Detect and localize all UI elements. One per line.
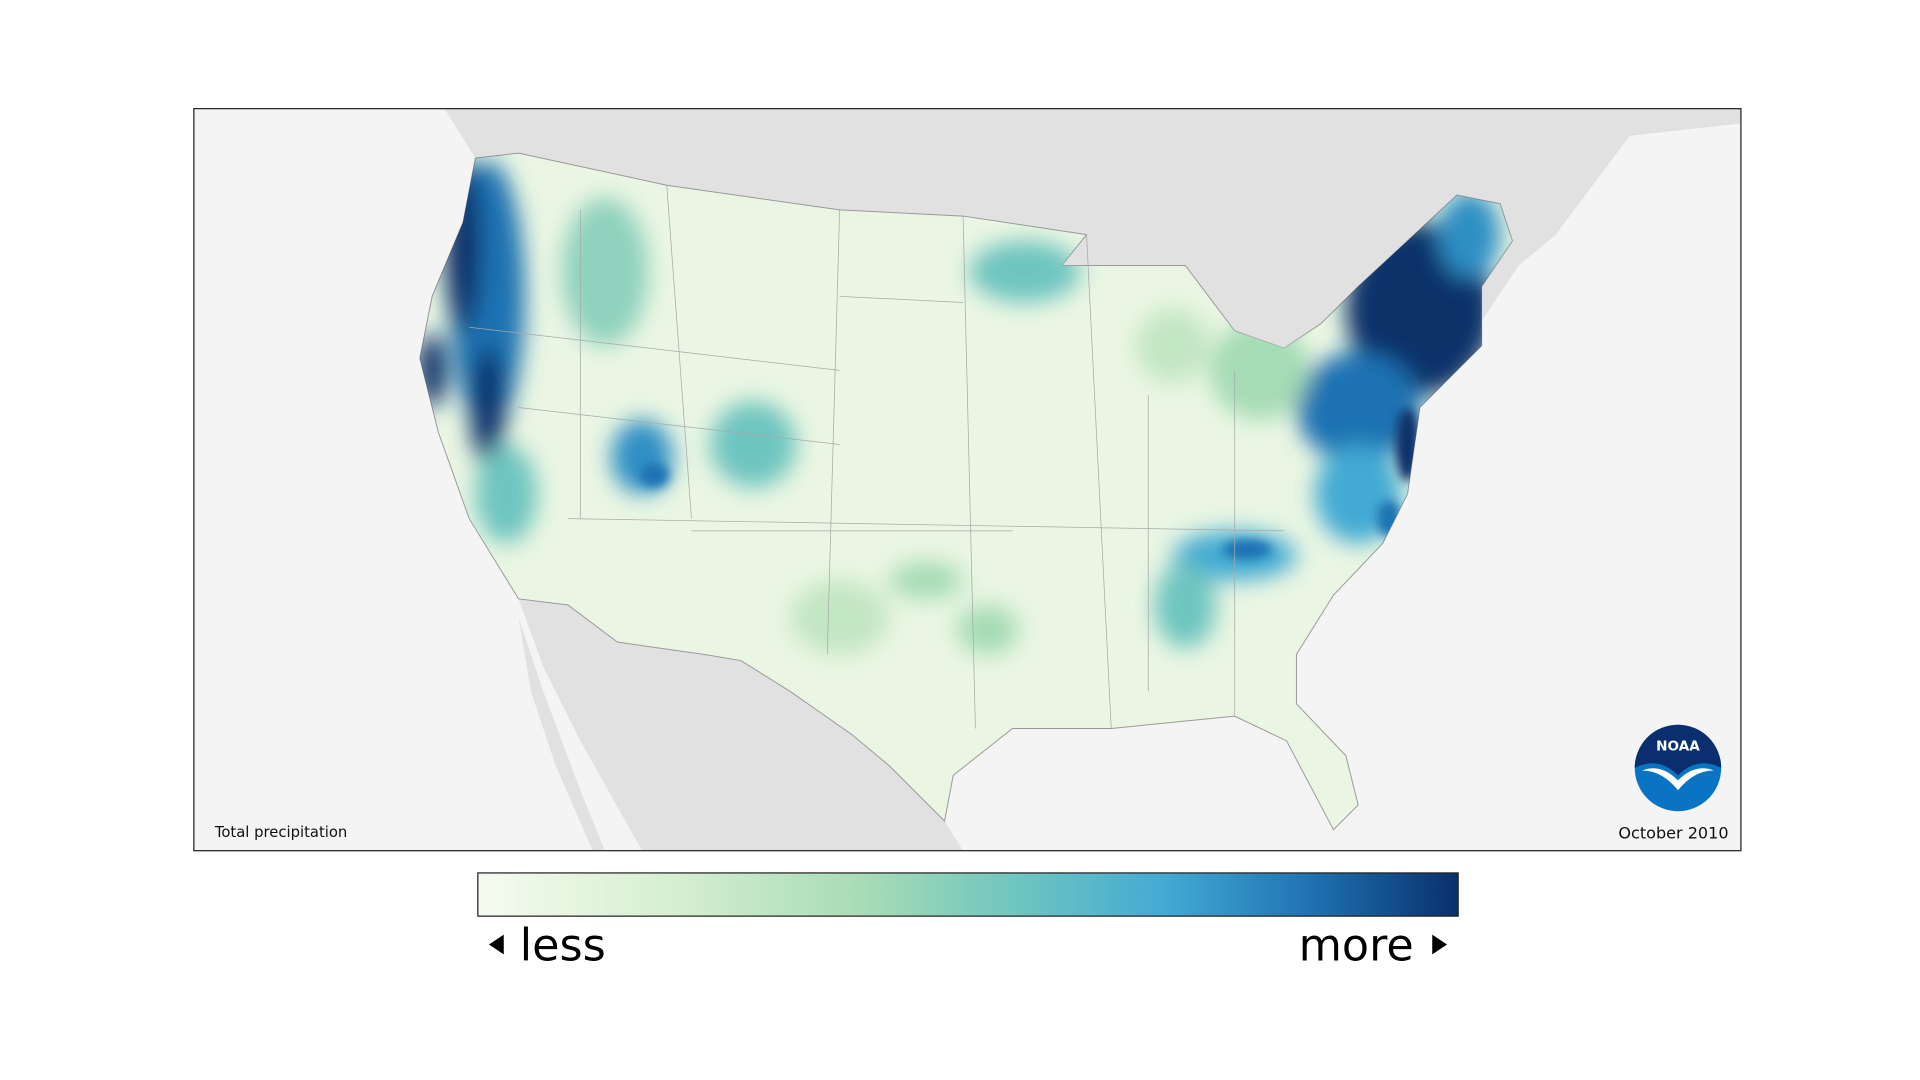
map-label: Total precipitation	[214, 824, 347, 841]
legend-ramp	[477, 872, 1459, 917]
map-date: October 2010	[1618, 823, 1728, 842]
noaa-logo: NOAA	[1634, 724, 1722, 812]
legend-high: more	[1299, 921, 1414, 972]
logo-text: NOAA	[1656, 739, 1700, 755]
map-frame	[193, 108, 1742, 852]
moisture-detail	[639, 407, 1420, 560]
scaled-layout: Total precipitation October 2010 NOAA le…	[193, 108, 1742, 972]
less-arrow	[488, 934, 504, 955]
legend-low: less	[520, 921, 606, 972]
map: Total precipitation October 2010 NOAA	[193, 108, 1741, 851]
state-borders	[469, 185, 1285, 729]
mexico	[518, 598, 964, 851]
more-arrow	[1432, 934, 1448, 955]
moisture-blobs	[419, 160, 1501, 655]
precipitation-field	[419, 160, 1501, 655]
